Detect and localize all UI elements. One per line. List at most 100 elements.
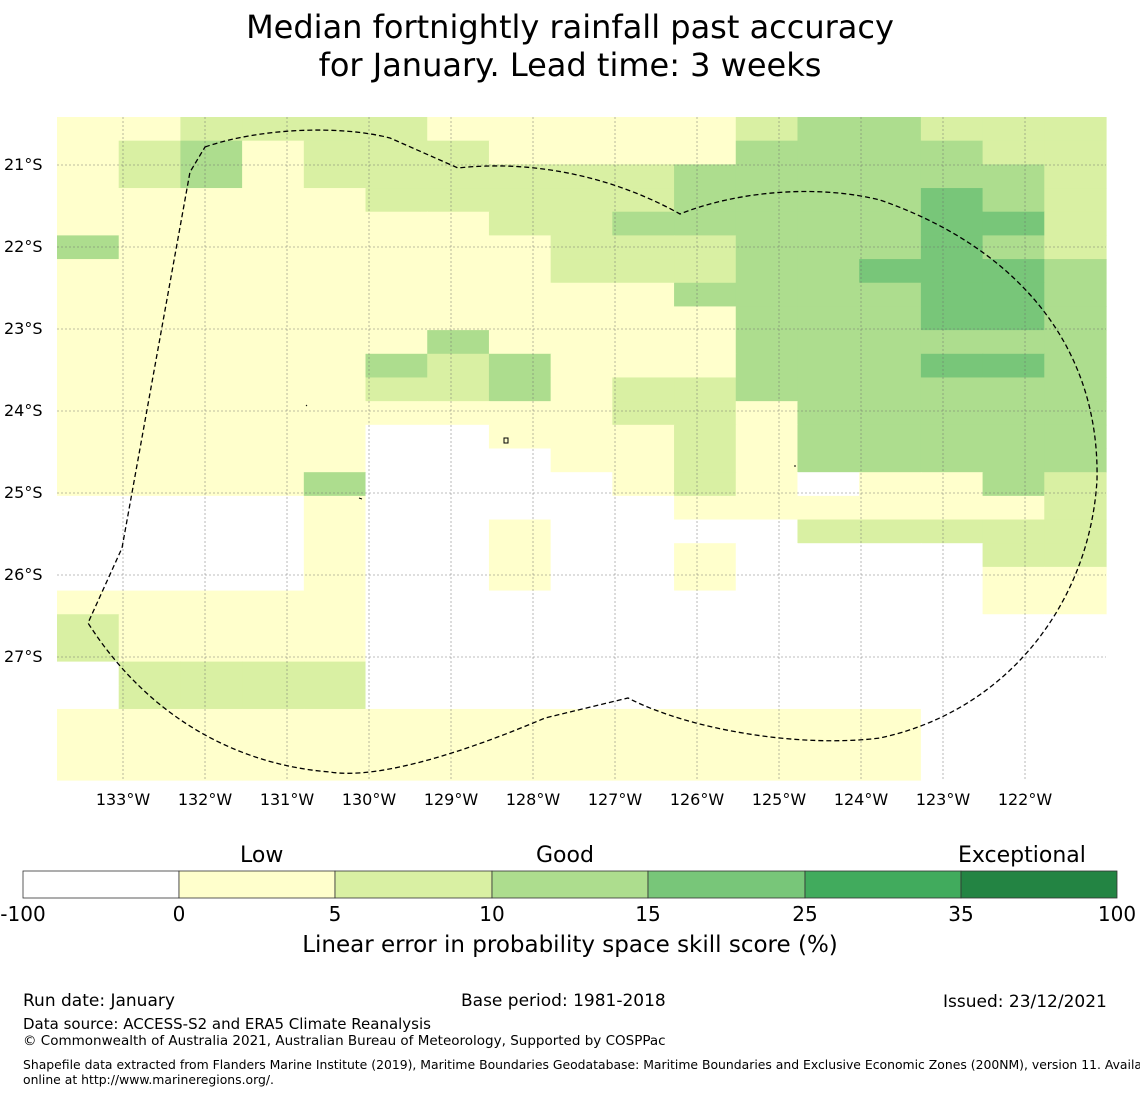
grid-cell: [488, 211, 552, 236]
grid-cell: [674, 708, 737, 734]
grid-cell: [427, 590, 490, 615]
skill-grid: [57, 117, 1107, 781]
grid-cell: [735, 282, 799, 308]
longitude-label: 133°W: [95, 790, 151, 809]
grid-cell: [118, 566, 182, 592]
grid-cell: [118, 235, 182, 260]
grid-cell: [303, 614, 367, 639]
latitude-label: 26°S: [4, 565, 43, 584]
grid-cell: [982, 164, 1045, 189]
grid-cell: [735, 614, 799, 639]
grid-cell: [365, 211, 428, 236]
grid-cell: [735, 708, 799, 734]
longitude-label: 123°W: [915, 790, 971, 809]
grid-cell: [1044, 164, 1107, 189]
grid-cell: [674, 353, 737, 379]
grid-cell: [180, 756, 243, 781]
category-low: Low: [240, 843, 284, 868]
grid-cell: [118, 448, 182, 473]
grid-cell: [427, 330, 490, 355]
grid-cell: [982, 448, 1045, 473]
grid-cell: [365, 140, 428, 165]
grid-cell: [57, 424, 120, 450]
grid-cell: [1044, 235, 1107, 260]
grid-cell: [118, 708, 182, 734]
grid-cell: [982, 424, 1045, 450]
longitude-label: 125°W: [751, 790, 807, 809]
grid-cell: [735, 472, 799, 497]
grid-cell: [550, 330, 613, 355]
grid-cell: [427, 164, 490, 189]
grid-cell: [550, 566, 613, 592]
grid-cell: [242, 543, 305, 568]
grid-cell: [859, 543, 922, 568]
grid-cell: [57, 377, 120, 402]
grid-cell: [118, 353, 182, 379]
grid-cell: [1044, 732, 1107, 757]
grid-cell: [427, 448, 490, 473]
grid-cell: [118, 164, 182, 189]
longitude-label: 128°W: [505, 790, 561, 809]
grid-cell: [57, 543, 120, 568]
grid-cell: [180, 353, 243, 379]
grid-cell: [1044, 614, 1107, 639]
grid-cell: [612, 519, 675, 544]
grid-cell: [550, 117, 613, 142]
grid-cell: [920, 401, 984, 426]
grid-cell: [1044, 401, 1107, 426]
grid-cell: [180, 590, 243, 615]
grid-cell: [180, 117, 243, 142]
grid-cell: [797, 164, 860, 189]
grid-cell: [365, 590, 428, 615]
grid-cell: [982, 566, 1045, 592]
grid-cell: [57, 306, 120, 331]
grid-cell: [427, 661, 490, 686]
grid-cell: [180, 519, 243, 544]
grid-cell: [920, 685, 984, 710]
grid-cell: [242, 424, 305, 450]
title-line-2: for January. Lead time: 3 weeks: [318, 46, 822, 84]
grid-cell: [57, 401, 120, 426]
grid-cell: [488, 117, 552, 142]
grid-cell: [674, 401, 737, 426]
grid-cell: [550, 448, 613, 473]
grid-cell: [57, 614, 120, 639]
grid-cell: [612, 235, 675, 260]
grid-cell: [920, 637, 984, 663]
grid-cell: [550, 259, 613, 284]
grid-cell: [735, 448, 799, 473]
grid-cell: [303, 235, 367, 260]
grid-cell: [180, 306, 243, 331]
grid-cell: [57, 590, 120, 615]
grid-cell: [118, 472, 182, 497]
grid-cell: [612, 353, 675, 379]
grid-cell: [303, 732, 367, 757]
grid-cell: [920, 235, 984, 260]
grid-cell: [920, 330, 984, 355]
grid-cell: [859, 259, 922, 284]
latitude-label: 22°S: [4, 237, 43, 256]
grid-cell: [920, 519, 984, 544]
grid-cell: [180, 495, 243, 521]
grid-cell: [427, 756, 490, 781]
grid-cell: [57, 661, 120, 686]
grid-cell: [365, 401, 428, 426]
grid-cell: [612, 637, 675, 663]
grid-cell: [1044, 117, 1107, 142]
grid-cell: [612, 590, 675, 615]
grid-cell: [365, 282, 428, 308]
grid-cell: [797, 117, 860, 142]
grid-cell: [735, 756, 799, 781]
grid-cell: [859, 164, 922, 189]
grid-cell: [242, 732, 305, 757]
colorbar: [22, 870, 1118, 899]
grid-cell: [242, 140, 305, 165]
grid-cell: [674, 495, 737, 521]
grid-cell: [303, 756, 367, 781]
longitude-label: 130°W: [341, 790, 397, 809]
grid-cell: [303, 543, 367, 568]
grid-cell: [427, 140, 490, 165]
grid-cell: [797, 306, 860, 331]
grid-cell: [303, 306, 367, 331]
grid-cell: [612, 708, 675, 734]
